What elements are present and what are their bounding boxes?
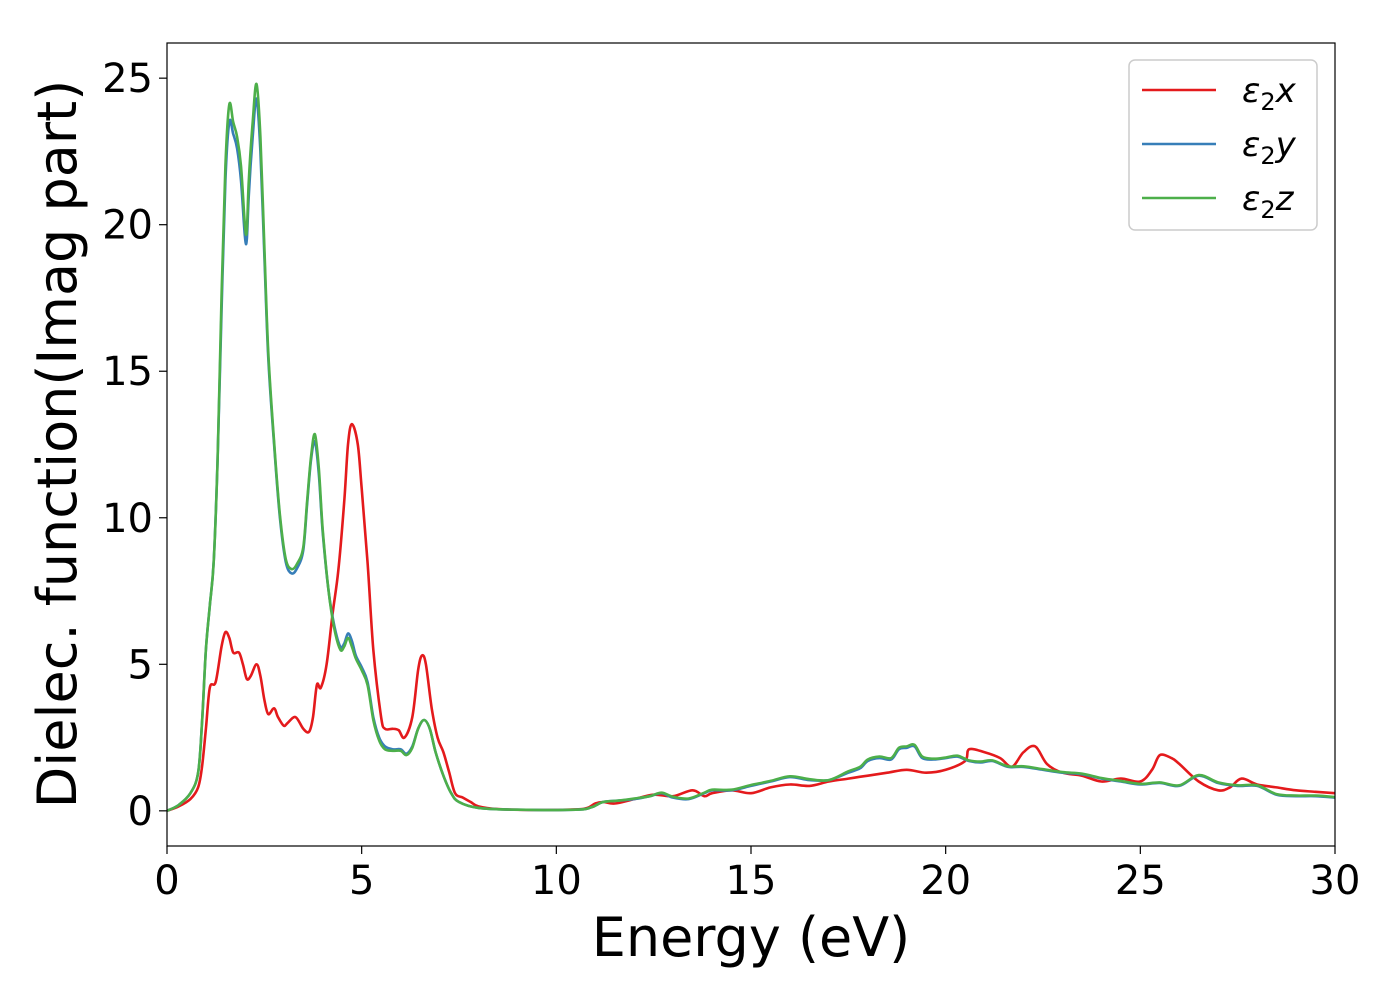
x-tick-label: 5 <box>349 858 374 904</box>
series-layer <box>167 82 1335 813</box>
legend-frame <box>1128 59 1318 231</box>
y-tick-label: 5 <box>128 642 153 688</box>
x-tick-label: 10 <box>531 858 582 904</box>
y-tick-label: 15 <box>102 349 153 395</box>
x-tick-label: 20 <box>920 858 971 904</box>
y-tick-label: 10 <box>102 496 153 542</box>
x-tick-label: 25 <box>1115 858 1166 904</box>
y-axis-label: Dielec. function(Imag part) <box>26 80 89 809</box>
x-tick-label: 30 <box>1310 858 1361 904</box>
x-tick-label: 0 <box>154 858 179 904</box>
legend: ε2x ε2y ε2z <box>1128 59 1318 231</box>
y-tick-label: 0 <box>128 789 153 835</box>
y-axis-ticks: 0 5 10 15 20 25 <box>102 56 167 835</box>
legend-label: ε2x <box>1242 71 1297 116</box>
legend-items: ε2x ε2y ε2z <box>1142 71 1297 224</box>
x-axis-label: Energy (eV) <box>592 906 911 969</box>
x-axis-ticks: 0 5 10 15 20 25 30 <box>154 846 1360 904</box>
y-tick-label: 20 <box>102 203 153 249</box>
series-line-e2x <box>167 422 1335 813</box>
y-tick-label: 25 <box>102 56 153 102</box>
legend-label: ε2y <box>1242 125 1297 170</box>
legend-label: ε2z <box>1242 179 1295 224</box>
x-tick-label: 15 <box>726 858 777 904</box>
series-line-e2z <box>167 82 1335 813</box>
